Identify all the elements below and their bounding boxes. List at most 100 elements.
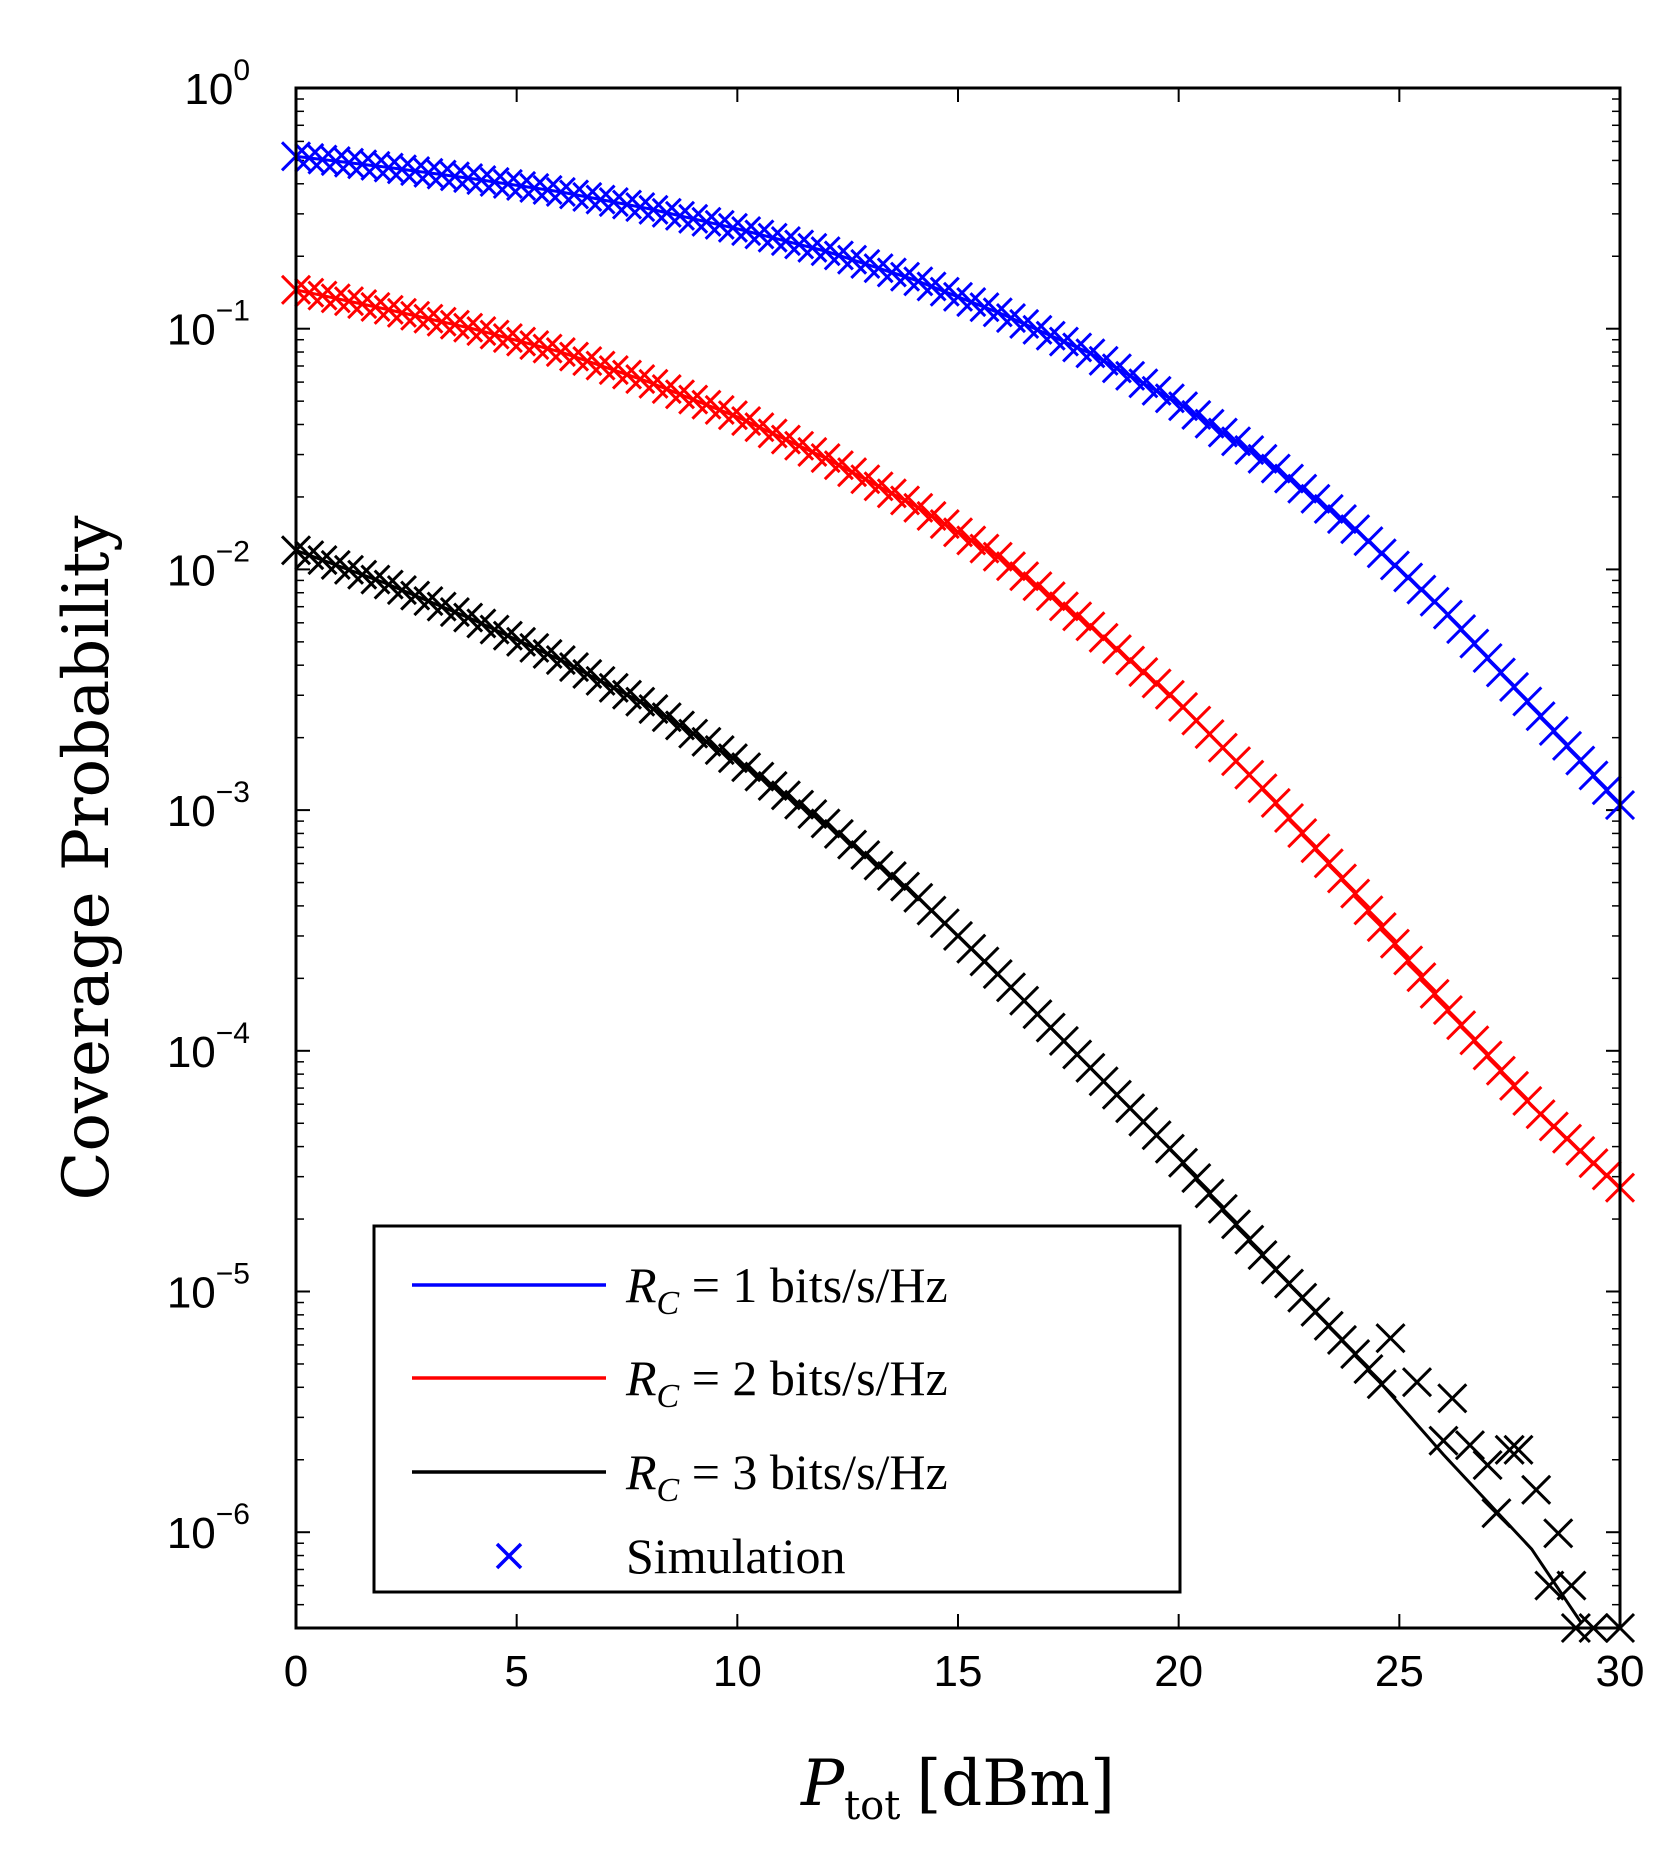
simulation-marker-series-3 <box>1234 1224 1265 1255</box>
series-line-1 <box>295 154 1622 807</box>
simulation-marker-series-1 <box>479 166 510 198</box>
plot-frame <box>294 86 1622 1630</box>
simulation-marker-series-1 <box>1181 399 1212 431</box>
x-axis-label-subscript: tot <box>844 1783 900 1829</box>
simulation-marker-series-1 <box>1168 391 1199 422</box>
simulation-marker-series-1 <box>651 197 682 228</box>
simulation-marker-series-1 <box>585 184 616 215</box>
simulation-marker-series-2 <box>426 306 457 337</box>
simulation-marker-series-2 <box>360 291 391 322</box>
x-axis-label: Ptot [dBm] <box>800 1747 1115 1829</box>
simulation-marker-series-2 <box>1393 945 1424 976</box>
simulation-marker-series-1 <box>386 154 417 185</box>
simulation-marker-series-1 <box>1194 408 1225 439</box>
simulation-marker-series-3 <box>1481 1498 1512 1529</box>
simulation-marker-series-3 <box>1428 1425 1459 1456</box>
simulation-marker-series-2 <box>995 551 1027 582</box>
simulation-marker-series-1 <box>704 209 735 240</box>
y-tick-label: 100 <box>184 54 250 114</box>
simulation-marker-series-3 <box>1366 1369 1397 1400</box>
simulation-marker-series-1 <box>1300 483 1331 514</box>
y-tick-label: 10−5 <box>167 1258 250 1318</box>
simulation-marker-series-1 <box>413 157 444 188</box>
simulation-marker-series-2 <box>333 286 365 317</box>
simulation-marker-series-2 <box>1353 895 1384 926</box>
simulation-marker-series-3 <box>638 693 669 725</box>
x-tick-label: 0 <box>284 1647 308 1696</box>
simulation-marker-series-2 <box>929 509 960 540</box>
simulation-marker-series-1 <box>678 203 709 234</box>
simulation-marker-series-3 <box>1168 1147 1199 1178</box>
simulation-marker-series-3 <box>784 789 815 820</box>
simulation-marker-series-3 <box>651 702 682 733</box>
simulation-marker-series-1 <box>1247 443 1278 474</box>
simulation-marker-series-3 <box>863 850 894 881</box>
x-tick-label: 15 <box>934 1647 983 1696</box>
y-tick-label: 10−6 <box>167 1498 250 1558</box>
simulation-marker-series-3 <box>704 734 735 766</box>
simulation-marker-series-1 <box>1260 453 1291 484</box>
simulation-marker-series-3 <box>691 726 722 757</box>
simulation-marker-series-3 <box>1534 1570 1565 1601</box>
simulation-marker-series-3 <box>1556 1570 1587 1601</box>
simulation-marker-series-1 <box>466 164 497 196</box>
simulation-marker-series-2 <box>1035 581 1066 612</box>
simulation-marker-series-3 <box>1543 1518 1574 1549</box>
simulation-marker-series-2 <box>1366 911 1397 943</box>
simulation-marker-series-1 <box>1154 383 1185 414</box>
simulation-marker-series-1 <box>638 194 669 225</box>
simulation-marker-series-2 <box>1009 561 1040 592</box>
simulation-marker-series-3 <box>810 808 841 839</box>
simulation-marker-series-3 <box>1220 1209 1252 1240</box>
simulation-marker-series-3 <box>678 718 709 749</box>
x-tick-label: 20 <box>1154 1647 1203 1696</box>
y-tick-labels: 100 10−1 10−2 10−3 10−4 10−5 10−6 <box>167 54 250 1558</box>
simulation-marker-series-2 <box>413 303 444 334</box>
simulation-marker-series-2 <box>942 517 974 548</box>
simulation-marker-series-3 <box>770 780 801 811</box>
simulation-marker-series-1 <box>625 192 656 223</box>
simulation-marker-series-1 <box>1287 473 1318 504</box>
simulation-marker-series-1 <box>519 172 550 204</box>
simulation-marker-series-1 <box>1220 426 1252 457</box>
simulation-marker-series-1 <box>1326 503 1358 535</box>
simulation-marker-series-3 <box>876 860 907 892</box>
simulation-marker-series-2 <box>969 533 1000 564</box>
simulation-marker-series-1 <box>347 149 378 180</box>
simulation-marker-series-1 <box>307 144 338 175</box>
legend-label-rc3: RC = 3 bits/s/Hz <box>625 1444 948 1509</box>
simulation-marker-series-1 <box>400 155 431 187</box>
simulation-marker-series-3 <box>1194 1178 1225 1209</box>
legend-simulation-marker <box>495 1542 523 1570</box>
y-tick-label: 10−2 <box>167 535 250 595</box>
simulation-marker-series-2 <box>320 283 351 314</box>
simulation-marker-series-2 <box>1062 601 1093 632</box>
x-tick-label: 10 <box>713 1647 762 1696</box>
simulation-marker-series-1 <box>598 186 629 218</box>
simulation-marker-series-2 <box>294 277 325 308</box>
simulation-marker-series-2 <box>400 300 431 331</box>
simulation-marker-series-2 <box>347 288 378 320</box>
y-tick-label: 10−3 <box>167 776 250 836</box>
simulation-marker-series-2 <box>307 280 338 311</box>
simulation-marker-series-3 <box>717 743 748 774</box>
y-axis-label: Coverage Probability <box>50 515 124 1200</box>
simulation-marker-series-1 <box>545 176 576 207</box>
y-tick-label: 10−1 <box>167 295 250 355</box>
simulation-marker-series-3 <box>823 818 854 850</box>
simulation-marker-series-1 <box>1273 463 1305 494</box>
simulation-marker-series-3 <box>1375 1323 1406 1354</box>
legend-label-rc1: RC = 1 bits/s/Hz <box>625 1257 948 1322</box>
simulation-marker-series-1 <box>333 147 365 178</box>
simulation-marker-series-1 <box>320 146 351 177</box>
legend-label-simulation: Simulation <box>626 1528 845 1584</box>
simulation-marker-series-3 <box>850 839 881 871</box>
legend: RC = 1 bits/s/Hz RC = 2 bits/s/Hz RC = 3… <box>372 1224 1182 1594</box>
x-axis-label-symbol: P <box>800 1747 845 1821</box>
simulation-marker-series-3 <box>1454 1430 1486 1461</box>
simulation-markers-layer <box>280 141 1636 1644</box>
simulation-marker-series-1 <box>558 179 590 210</box>
simulation-marker-series-1 <box>453 163 484 194</box>
simulation-marker-series-1 <box>360 150 391 181</box>
